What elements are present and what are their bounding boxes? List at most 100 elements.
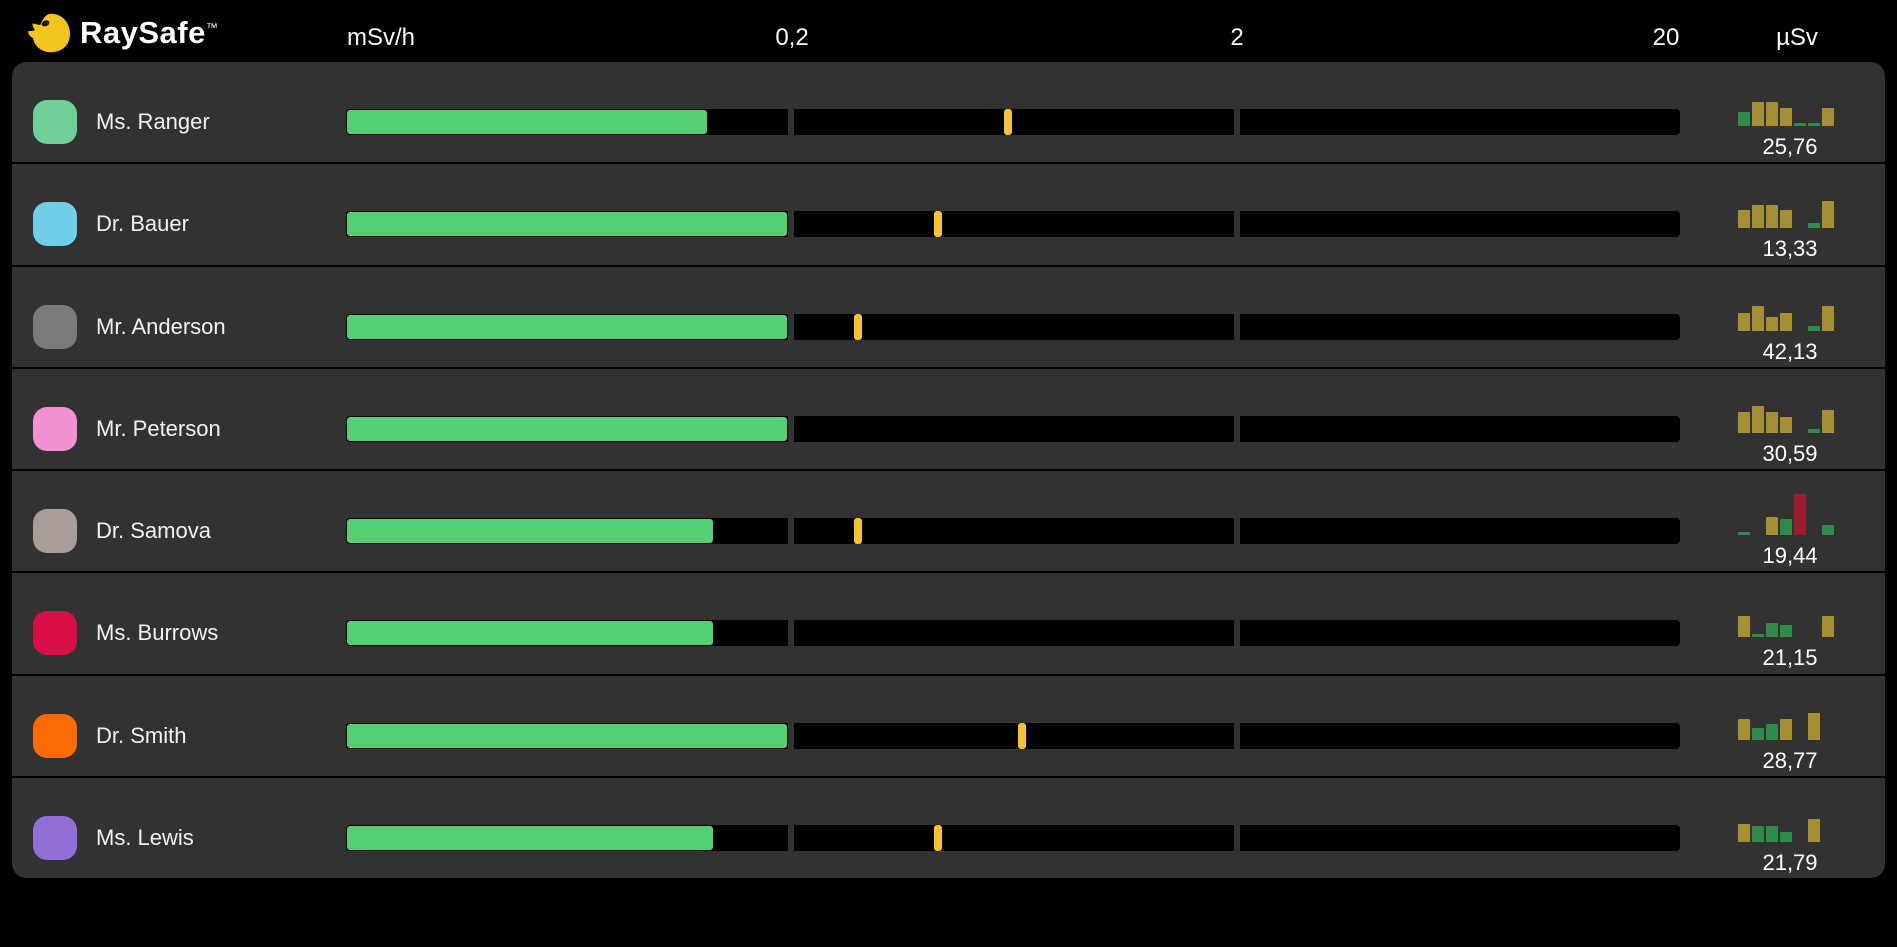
accumulated-dose-value: 28,77	[1762, 747, 1818, 773]
dose-history-bar	[1766, 517, 1778, 535]
person-row[interactable]: Ms. Burrows 21,15	[12, 573, 1885, 674]
dose-unit-label: µSv	[1776, 24, 1818, 51]
person-row[interactable]: Ms. Ranger 25,76	[12, 62, 1885, 163]
person-color-badge	[33, 509, 77, 553]
dose-rate-fill-bar	[347, 723, 787, 748]
dose-history-bar	[1780, 625, 1792, 638]
dose-rate-segment-low	[346, 620, 788, 647]
dose-rate-segment-mid	[794, 722, 1234, 749]
dose-rate-segment-mid	[794, 211, 1234, 238]
dose-rate-segment-high	[1240, 518, 1680, 544]
dose-history-bar	[1808, 818, 1820, 842]
dose-history-bar	[1752, 727, 1764, 740]
dose-history-bar	[1822, 108, 1834, 126]
accumulated-dose-value: 21,79	[1762, 849, 1818, 875]
dose-rate-segment-mid	[794, 109, 1234, 135]
dose-history-bar	[1780, 108, 1792, 126]
rate-unit-label: mSv/h	[347, 24, 416, 51]
person-row[interactable]: Dr. Samova 19,44	[12, 471, 1885, 572]
dose-rate-marker	[1003, 109, 1012, 135]
dose-history-bar	[1808, 428, 1820, 433]
dose-rate-segment-high	[1240, 415, 1680, 442]
accumulated-dose-value: 25,76	[1762, 134, 1818, 159]
dose-history-bar	[1808, 325, 1820, 331]
dose-rate-track	[346, 211, 1680, 238]
dose-rate-segment-high	[1240, 109, 1680, 135]
brand-name: RaySafe™	[80, 15, 219, 50]
dose-rate-segment-low	[346, 824, 788, 851]
dose-history-bar	[1808, 123, 1820, 126]
person-name: Mr. Peterson	[96, 415, 221, 441]
dose-history-bar	[1780, 519, 1792, 535]
dose-history-bar	[1822, 525, 1834, 535]
scale-tick-2: 2	[1230, 24, 1244, 51]
accumulated-dose-value: 42,13	[1762, 338, 1818, 364]
dose-history-bar	[1766, 205, 1778, 229]
dose-rate-segment-high	[1240, 722, 1680, 749]
dose-history-chart	[1738, 697, 1842, 740]
dose-rate-segment-low	[346, 722, 788, 749]
dose-history-bar	[1822, 616, 1834, 638]
person-color-badge	[33, 611, 77, 656]
person-row[interactable]: Ms. Lewis 21,79	[12, 777, 1885, 878]
dose-history-bar	[1822, 409, 1834, 433]
dose-rate-fill-bar	[347, 416, 787, 441]
dose-history-bar	[1780, 312, 1792, 331]
dose-rate-segment-mid	[794, 313, 1234, 340]
dose-history-bar	[1752, 825, 1764, 842]
dose-history-bar	[1780, 718, 1792, 740]
dose-rate-track	[346, 518, 1680, 544]
dose-history-bar	[1766, 623, 1778, 638]
dose-rate-track	[346, 313, 1680, 340]
accumulated-dose-value: 30,59	[1762, 440, 1818, 466]
dose-rate-segment-low	[346, 415, 788, 442]
person-color-badge	[33, 100, 77, 144]
dose-history-bar	[1738, 823, 1750, 842]
raysafe-bird-icon	[28, 13, 70, 53]
trademark: ™	[205, 20, 219, 35]
dose-rate-segment-mid	[794, 824, 1234, 851]
dose-history-bar	[1752, 305, 1764, 331]
dose-rate-segment-mid	[794, 620, 1234, 647]
dose-history-bar	[1738, 718, 1750, 740]
dose-history-bar	[1738, 411, 1750, 433]
person-name: Dr. Smith	[96, 722, 187, 748]
person-color-badge	[33, 406, 77, 451]
dose-history-chart	[1738, 492, 1842, 535]
dose-history-chart	[1738, 799, 1842, 842]
dose-rate-segment-low	[346, 313, 788, 340]
dose-history-bar	[1738, 532, 1750, 535]
dose-history-bar	[1766, 316, 1778, 331]
scale-tick-0p2: 0,2	[775, 24, 809, 51]
dose-rate-segment-high	[1240, 211, 1680, 238]
person-row[interactable]: Mr. Peterson 30,59	[12, 368, 1885, 469]
dose-history-bar	[1752, 405, 1764, 433]
person-name: Ms. Burrows	[96, 620, 219, 646]
dose-history-bar	[1738, 616, 1750, 638]
dose-history-bar	[1780, 210, 1792, 229]
dose-history-bar	[1738, 312, 1750, 331]
person-row[interactable]: Dr. Smith 28,77	[12, 675, 1885, 776]
dose-history-bar	[1766, 102, 1778, 126]
accumulated-dose-value: 21,15	[1762, 645, 1818, 671]
dose-rate-fill-bar	[347, 212, 787, 237]
dose-rate-segment-low	[346, 211, 788, 238]
person-name: Ms. Ranger	[96, 109, 210, 134]
dose-rate-track	[346, 109, 1680, 135]
dose-rate-fill-bar	[347, 314, 787, 339]
dose-history-bar	[1738, 210, 1750, 229]
dose-history-bar	[1808, 712, 1820, 740]
dose-rate-marker	[934, 211, 943, 238]
dose-history-bar	[1766, 411, 1778, 433]
dose-history-bar	[1780, 831, 1792, 842]
dose-history-bar	[1808, 223, 1820, 229]
dose-history-bar	[1752, 634, 1764, 638]
person-row[interactable]: Dr. Bauer 13,33	[12, 164, 1885, 265]
dose-history-chart	[1738, 83, 1842, 126]
person-color-badge	[33, 304, 77, 349]
dose-history-bar	[1738, 112, 1750, 126]
dose-history-bar	[1752, 102, 1764, 126]
dose-rate-segment-low	[346, 518, 788, 544]
person-row[interactable]: Mr. Anderson 42,13	[12, 266, 1885, 367]
